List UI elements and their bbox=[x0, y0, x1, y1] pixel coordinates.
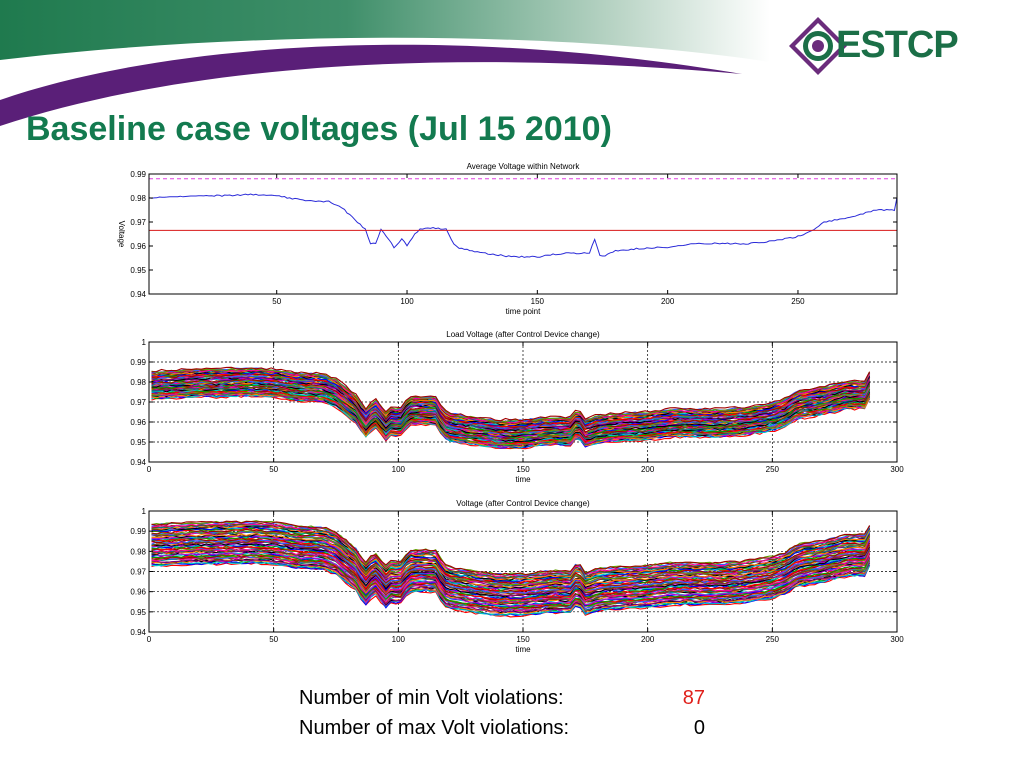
y-tick-label: 1 bbox=[142, 338, 147, 347]
y-tick-label: 0.98 bbox=[130, 378, 146, 387]
min-violations-row: Number of min Volt violations: 87 bbox=[299, 683, 719, 713]
x-tick-label: 200 bbox=[661, 297, 675, 306]
y-tick-label: 0.95 bbox=[130, 438, 146, 447]
y-tick-label: 0.97 bbox=[130, 218, 146, 227]
series-line bbox=[151, 369, 871, 425]
chart-title: Load Voltage (after Control Device chang… bbox=[446, 330, 600, 339]
x-tick-label: 50 bbox=[269, 635, 278, 644]
x-tick-label: 50 bbox=[272, 297, 281, 306]
x-tick-label: 300 bbox=[890, 465, 904, 474]
x-axis-label: time bbox=[515, 645, 531, 654]
x-tick-label: 0 bbox=[147, 465, 152, 474]
series-group bbox=[151, 366, 871, 450]
y-tick-label: 0.96 bbox=[130, 418, 146, 427]
y-tick-label: 0.94 bbox=[130, 458, 146, 467]
y-tick-label: 0.97 bbox=[130, 398, 146, 407]
x-tick-label: 100 bbox=[392, 635, 406, 644]
series-line bbox=[151, 558, 871, 614]
y-axis-label: Voltage bbox=[117, 221, 126, 248]
average-voltage-line bbox=[148, 193, 898, 258]
y-tick-label: 0.97 bbox=[130, 568, 146, 577]
y-tick-label: 1 bbox=[142, 507, 147, 516]
series-line bbox=[151, 530, 871, 586]
x-tick-label: 0 bbox=[147, 635, 152, 644]
plot-background bbox=[149, 174, 897, 294]
y-tick-label: 0.94 bbox=[130, 290, 146, 299]
series-line bbox=[151, 555, 871, 611]
x-tick-label: 200 bbox=[641, 465, 655, 474]
min-violations-label: Number of min Volt violations: bbox=[299, 687, 564, 709]
series-line bbox=[151, 520, 871, 576]
series-line bbox=[151, 373, 871, 428]
slide-title: Baseline case voltages (Jul 15 2010) bbox=[26, 110, 612, 148]
x-tick-label: 50 bbox=[269, 465, 278, 474]
series-line bbox=[151, 378, 871, 434]
series-line bbox=[151, 528, 871, 584]
x-tick-label: 250 bbox=[766, 465, 780, 474]
x-tick-label: 150 bbox=[516, 635, 530, 644]
y-tick-label: 0.95 bbox=[130, 608, 146, 617]
max-violations-value: 0 bbox=[693, 717, 705, 739]
x-tick-label: 200 bbox=[641, 635, 655, 644]
series-line bbox=[151, 540, 871, 596]
y-tick-label: 0.98 bbox=[130, 194, 146, 203]
series-line bbox=[151, 537, 871, 593]
x-tick-label: 150 bbox=[516, 465, 530, 474]
min-violations-value: 87 bbox=[682, 687, 705, 709]
plot-frame bbox=[148, 173, 898, 295]
chart-2: 0 50 100 150 200 250 300 0.94 0.95 0.96 0.97 0.98 0.… bbox=[130, 330, 904, 484]
violation-stats: Number of min Volt violations: 87 Number… bbox=[299, 683, 719, 743]
x-axis-label: time bbox=[515, 475, 531, 484]
y-tick-label: 0.99 bbox=[130, 170, 146, 179]
x-axis-label: time point bbox=[506, 307, 541, 316]
y-tick-label: 0.99 bbox=[130, 358, 146, 367]
x-tick-label: 250 bbox=[766, 635, 780, 644]
series-line bbox=[151, 554, 871, 610]
x-tick-label: 250 bbox=[791, 297, 805, 306]
y-tick-label: 0.98 bbox=[130, 547, 146, 556]
max-violations-label: Number of max Volt violations: bbox=[299, 717, 570, 739]
y-tick-label: 0.94 bbox=[130, 628, 146, 637]
series-line bbox=[151, 533, 871, 589]
x-tick-label: 150 bbox=[531, 297, 545, 306]
series-line bbox=[151, 522, 871, 579]
logo-text: ESTCP bbox=[836, 24, 959, 66]
estcp-logo bbox=[789, 17, 847, 75]
y-tick-label: 0.96 bbox=[130, 588, 146, 597]
chart-title: Average Voltage within Network bbox=[467, 162, 581, 171]
series-line bbox=[151, 545, 871, 601]
chart-3: 0 50 100 150 200 250 300 0.94 0.95 0.96 0.97 0.98 0.… bbox=[130, 499, 904, 654]
max-violations-row: Number of max Volt violations: 0 bbox=[299, 713, 719, 743]
header-banner bbox=[0, 0, 770, 126]
x-tick-label: 300 bbox=[890, 635, 904, 644]
y-tick-label: 0.99 bbox=[130, 527, 146, 536]
x-tick-label: 100 bbox=[400, 297, 414, 306]
series-line bbox=[151, 520, 871, 576]
y-tick-label: 0.96 bbox=[130, 242, 146, 251]
x-tick-label: 100 bbox=[392, 465, 406, 474]
y-tick-label: 0.95 bbox=[130, 266, 146, 275]
series-group bbox=[151, 520, 871, 618]
series-line bbox=[151, 531, 871, 587]
series-line bbox=[151, 366, 871, 422]
chart-1: 50 100 150 200 250 0.94 0.95 0.96 0.97 0.98 0.99 Av… bbox=[117, 162, 898, 316]
chart-title: Voltage (after Control Device change) bbox=[456, 499, 590, 508]
series-line bbox=[151, 560, 871, 616]
